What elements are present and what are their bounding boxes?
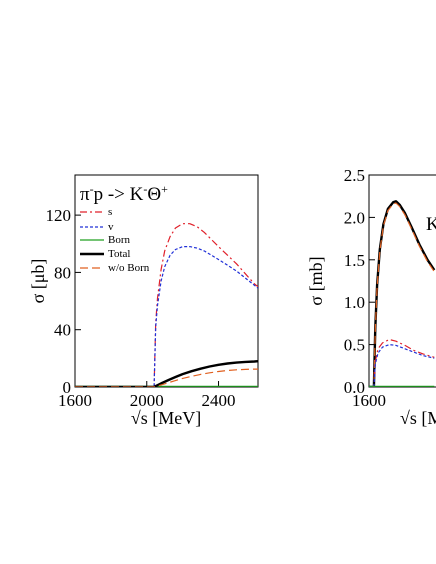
y-tick-label: 40: [54, 321, 71, 340]
series-line-total: [75, 360, 258, 387]
y-tick-label: 2.0: [344, 208, 365, 227]
y-tick-label: 1.0: [344, 293, 365, 312]
legend-label-born: Born: [108, 234, 131, 246]
x-tick-label: 1600: [352, 391, 386, 410]
series-line-w-o-born: [75, 368, 258, 387]
y-tick-label: 80: [54, 263, 71, 282]
legend-label-total: Total: [108, 248, 130, 260]
right-chart-title: K: [426, 214, 436, 235]
y-tick-label: 0.0: [344, 378, 365, 397]
y-tick-label: 120: [46, 206, 72, 225]
left-plot-frame: [74, 174, 259, 388]
right-x-axis-label: √s [M: [400, 408, 436, 428]
left-x-axis-label: √s [MeV]: [131, 408, 201, 428]
right-plot-frame: [368, 174, 436, 388]
left-panel: 1600 2000 2400 0 40 80 120 π-p -> K-Θ+ s v Bo…: [28, 174, 259, 428]
y-tick-label: 2.5: [344, 166, 365, 185]
series-line-0: [369, 200, 436, 387]
x-tick-label: 2000: [130, 391, 164, 410]
left-y-axis-label: σ [μb]: [28, 259, 48, 304]
x-tick-label: 2400: [202, 391, 236, 410]
left-chart-title: π-p -> K-Θ+: [80, 182, 168, 205]
legend-label-s: s: [108, 206, 112, 218]
series-line-1: [369, 202, 435, 387]
series-line-s: [75, 223, 258, 387]
series-line-2: [369, 338, 435, 387]
series-line-v: [75, 246, 258, 387]
left-legend: s v Born Total w/o Born: [80, 206, 150, 274]
right-y-axis-label: σ [mb]: [306, 256, 326, 305]
y-tick-label: 1.5: [344, 251, 365, 270]
y-tick-label: 0: [63, 378, 72, 397]
y-tick-label: 0.5: [344, 336, 365, 355]
series-line-3: [369, 344, 435, 387]
x-tick-label: 1600: [58, 391, 92, 410]
legend-label-wo-born: w/o Born: [108, 262, 150, 274]
legend-label-v: v: [108, 221, 114, 233]
